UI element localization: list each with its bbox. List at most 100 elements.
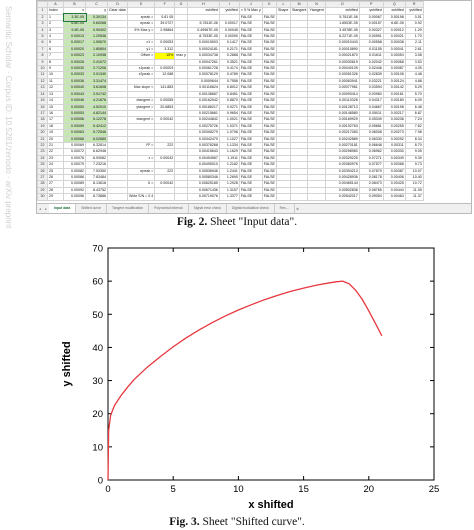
cell-e[interactable]: xtangent = (126, 116, 156, 124)
cell-c[interactable]: 8.73886 (85, 193, 108, 201)
sheet-tab[interactable]: Tangent modification (107, 203, 150, 213)
cell-r[interactable]: 4.05 (404, 65, 424, 73)
cell-i[interactable]: 0.00017 (218, 20, 240, 28)
cell-k[interactable]: FALSE (261, 167, 277, 176)
cell-n[interactable]: Ytangent (307, 7, 326, 15)
cell-k[interactable]: FALSE (261, 52, 277, 60)
cell-e[interactable]: 5% Max y = (126, 26, 156, 35)
column-header-i[interactable]: I (218, 1, 240, 9)
cell-i[interactable]: 1.1629 (218, 148, 240, 156)
cell-o[interactable]: 0.00542017 (324, 193, 360, 201)
cell-i[interactable]: 1.0021 (218, 116, 240, 124)
cell-r[interactable]: 11.05 (404, 186, 424, 195)
column-header-f[interactable]: F (154, 1, 176, 9)
column-header-k[interactable]: K (261, 1, 277, 9)
cell-r[interactable]: 9.73 (404, 161, 424, 169)
cell-k[interactable]: FALSE (261, 129, 277, 137)
cell-n[interactable] (307, 135, 326, 143)
cell-i[interactable]: 1.0371 (218, 122, 240, 131)
cell-f[interactable]: 141.883 (154, 84, 176, 92)
cell-i[interactable]: 0.1417 (218, 39, 240, 47)
cell-f[interactable]: 222 (154, 141, 176, 150)
cell-i[interactable]: 1.1027 (218, 135, 240, 143)
cell-r[interactable]: 7.98 (404, 129, 424, 137)
cell-n[interactable] (307, 52, 326, 60)
cell-i[interactable]: 0.8451 (218, 90, 240, 99)
cell-i[interactable]: 0.9654 (218, 109, 240, 118)
cell-h[interactable]: 0.00719076 (186, 193, 220, 201)
cell-f[interactable]: 15% (154, 52, 176, 60)
cell-f[interactable] (154, 122, 176, 131)
cell-i[interactable]: 1.0706 (218, 129, 240, 137)
cell-r[interactable]: 3.08 (404, 52, 424, 60)
cell-i[interactable]: 0.00090 (218, 32, 240, 41)
cell-n[interactable] (307, 129, 326, 137)
sheet-tab[interactable]: Signal error check (189, 203, 227, 213)
cell-f[interactable]: 3.312 (154, 45, 176, 54)
cell-r[interactable]: 5.29 (404, 84, 424, 92)
cell-e[interactable]: σpeak = (126, 167, 156, 176)
cell-f[interactable]: 0.00042 (154, 154, 176, 163)
cell-f[interactable] (154, 129, 176, 137)
cell-i[interactable]: 0.7556 (218, 77, 240, 86)
cell-k[interactable]: FALSE (261, 116, 277, 124)
cell-n[interactable] (307, 173, 326, 182)
cell-r[interactable]: 4.48 (404, 71, 424, 79)
cell-k[interactable]: FALSE (261, 180, 277, 188)
cell-f[interactable]: 0.00042 (154, 180, 176, 188)
cell-i[interactable]: 0.2868 (218, 52, 240, 60)
cell-f[interactable] (154, 135, 176, 143)
cell-n[interactable] (307, 141, 326, 150)
cell-k[interactable]: FALSE (261, 161, 277, 169)
cell-k[interactable]: FALSE (261, 173, 277, 182)
cell-n[interactable] (307, 154, 326, 163)
cell-f[interactable]: 0.00055 (154, 97, 176, 105)
cell-k[interactable]: FALSE (261, 103, 277, 111)
cell-r[interactable]: 1.29 (404, 26, 424, 35)
cell-r[interactable]: 9.39 (404, 154, 424, 163)
cell-f[interactable] (154, 32, 176, 41)
cell-i[interactable]: 0.3521 (218, 58, 240, 67)
cell-f[interactable] (154, 186, 176, 195)
cell-r[interactable]: 10.40 (404, 173, 424, 182)
cell-f[interactable]: 2.95864 (154, 26, 176, 35)
cell-i[interactable]: 1.1911 (218, 154, 240, 163)
cell-k[interactable]: FALSE (261, 90, 277, 99)
cell-r[interactable]: 11.37 (404, 193, 424, 201)
cell-f[interactable] (154, 173, 176, 182)
sheet-tab[interactable]: Polynomial interval (149, 203, 189, 213)
sheet-tab[interactable]: Shifted curve (76, 203, 107, 213)
cell-k[interactable]: FALSE (261, 97, 277, 105)
cell-e[interactable]: σpeak = (126, 20, 156, 28)
cell-k[interactable]: FALSE (261, 32, 277, 41)
row-header[interactable]: 30 (37, 193, 48, 201)
cell-f[interactable]: 0.00042 (154, 116, 176, 124)
cell-e[interactable]: εpeak = (126, 13, 156, 22)
cell-k[interactable]: FALSE (261, 193, 277, 201)
column-header-r[interactable]: R (404, 1, 424, 9)
cell-k[interactable]: FALSE (261, 77, 277, 86)
sheet-tab[interactable]: Digital modulation check (227, 203, 275, 213)
cell-e[interactable]: Offset = (126, 52, 156, 60)
cell-m[interactable]: Stangent (289, 7, 309, 15)
sheet-tab[interactable]: Res... (275, 203, 295, 213)
cell-f[interactable] (154, 7, 176, 15)
cell-r[interactable]: 8.70 (404, 141, 424, 150)
cell-k[interactable]: FALSE (261, 13, 277, 22)
cell-k[interactable]: FALSE (261, 141, 277, 150)
cell-e[interactable]: R² = (126, 141, 156, 150)
cell-k[interactable]: FALSE (261, 148, 277, 156)
sheet-tab[interactable]: Input data (49, 203, 77, 213)
cell-g[interactable] (174, 193, 188, 201)
cell-g[interactable]: max y (174, 52, 188, 60)
cell-e[interactable] (126, 32, 156, 41)
cell-j[interactable]: FALSE (238, 193, 263, 201)
cell-r[interactable]: 2.11 (404, 39, 424, 47)
cell-i[interactable]: yshifted (218, 7, 240, 15)
cell-r[interactable]: 7.24 (404, 116, 424, 124)
cell-f[interactable]: 0.00003 (154, 65, 176, 73)
cell-i[interactable]: 1.1334 (218, 141, 240, 150)
cell-i[interactable]: 0.00045 (218, 26, 240, 35)
column-header-e[interactable]: E (126, 1, 156, 9)
cell-m[interactable] (289, 193, 309, 201)
